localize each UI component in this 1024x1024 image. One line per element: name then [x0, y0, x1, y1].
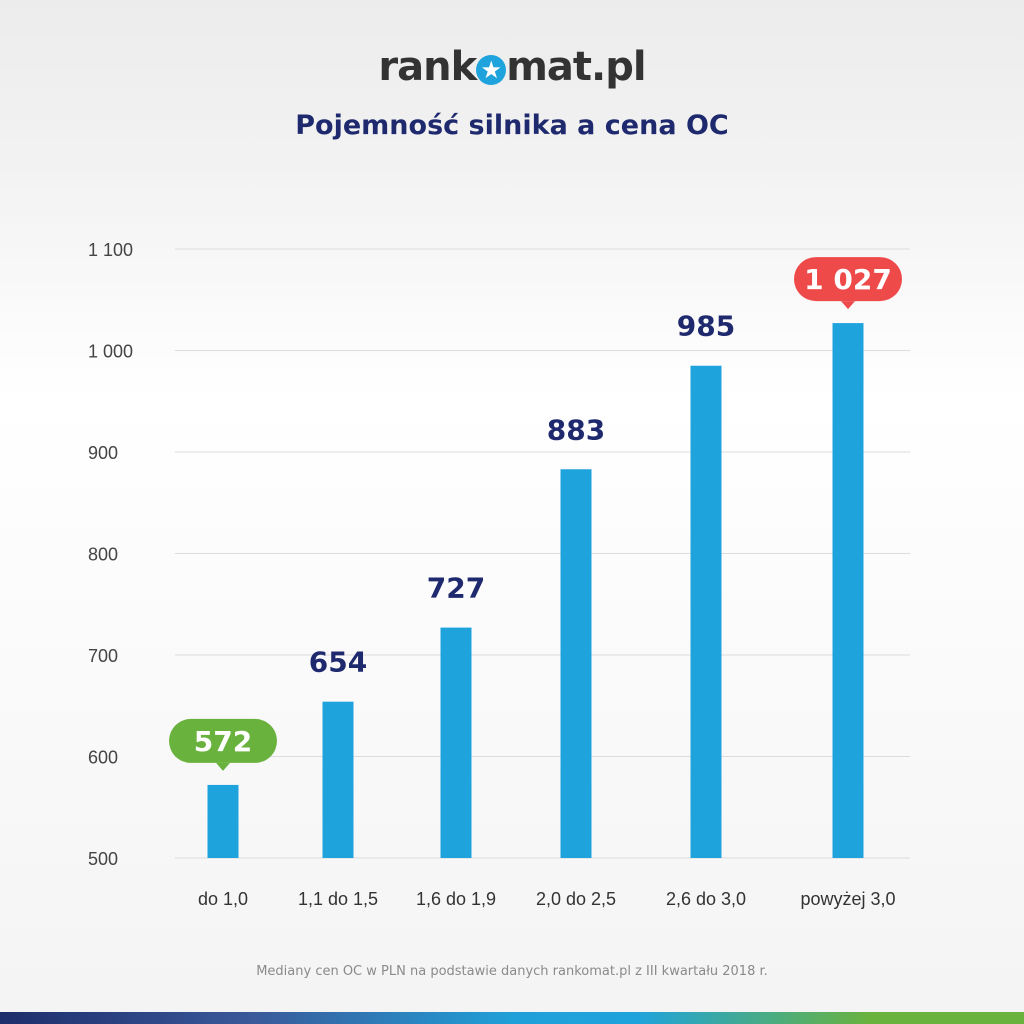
value-bubble	[169, 718, 277, 763]
x-tick-label: 2,6 do 3,0	[666, 889, 746, 909]
y-tick-label: 600	[88, 748, 118, 768]
y-tick-label: 800	[88, 545, 118, 565]
value-label: 883	[547, 413, 605, 446]
value-label: 654	[309, 646, 367, 679]
x-tick-label: 2,0 do 2,5	[536, 889, 616, 909]
value-label: 985	[677, 310, 735, 343]
bar	[322, 701, 354, 858]
x-tick-label: 1,6 do 1,9	[416, 889, 496, 909]
bar	[440, 627, 472, 858]
y-tick-label: 900	[88, 443, 118, 463]
value-bubble	[794, 257, 902, 302]
bar	[207, 784, 239, 858]
x-tick-label: powyżej 3,0	[800, 889, 895, 909]
logo-text-start: rank	[378, 44, 477, 90]
x-tick-label: do 1,0	[198, 889, 248, 909]
footnote: Mediany cen OC w PLN na podstawie danych…	[256, 964, 768, 979]
bar	[560, 469, 592, 858]
logo-text-end: mat.pl	[506, 44, 646, 90]
y-tick-label: 1 100	[88, 240, 133, 260]
y-tick-label: 1 000	[88, 342, 133, 362]
value-label: 572	[194, 725, 252, 758]
star-icon: ★	[476, 55, 507, 85]
y-tick-label: 700	[88, 646, 118, 666]
bottom-gradient-stripe	[0, 1012, 1024, 1024]
value-label: 727	[427, 572, 485, 605]
y-tick-label: 500	[88, 849, 118, 869]
x-tick-label: 1,1 do 1,5	[298, 889, 378, 909]
bar	[690, 365, 722, 858]
value-bubble-pointer	[216, 762, 230, 771]
value-label: 1 027	[804, 263, 892, 296]
rankomat-logo: rank ★ mat.pl	[0, 44, 1024, 90]
value-bubble-pointer	[841, 301, 855, 310]
chart-title: Pojemność silnika a cena OC	[295, 110, 729, 141]
bar	[832, 323, 864, 859]
